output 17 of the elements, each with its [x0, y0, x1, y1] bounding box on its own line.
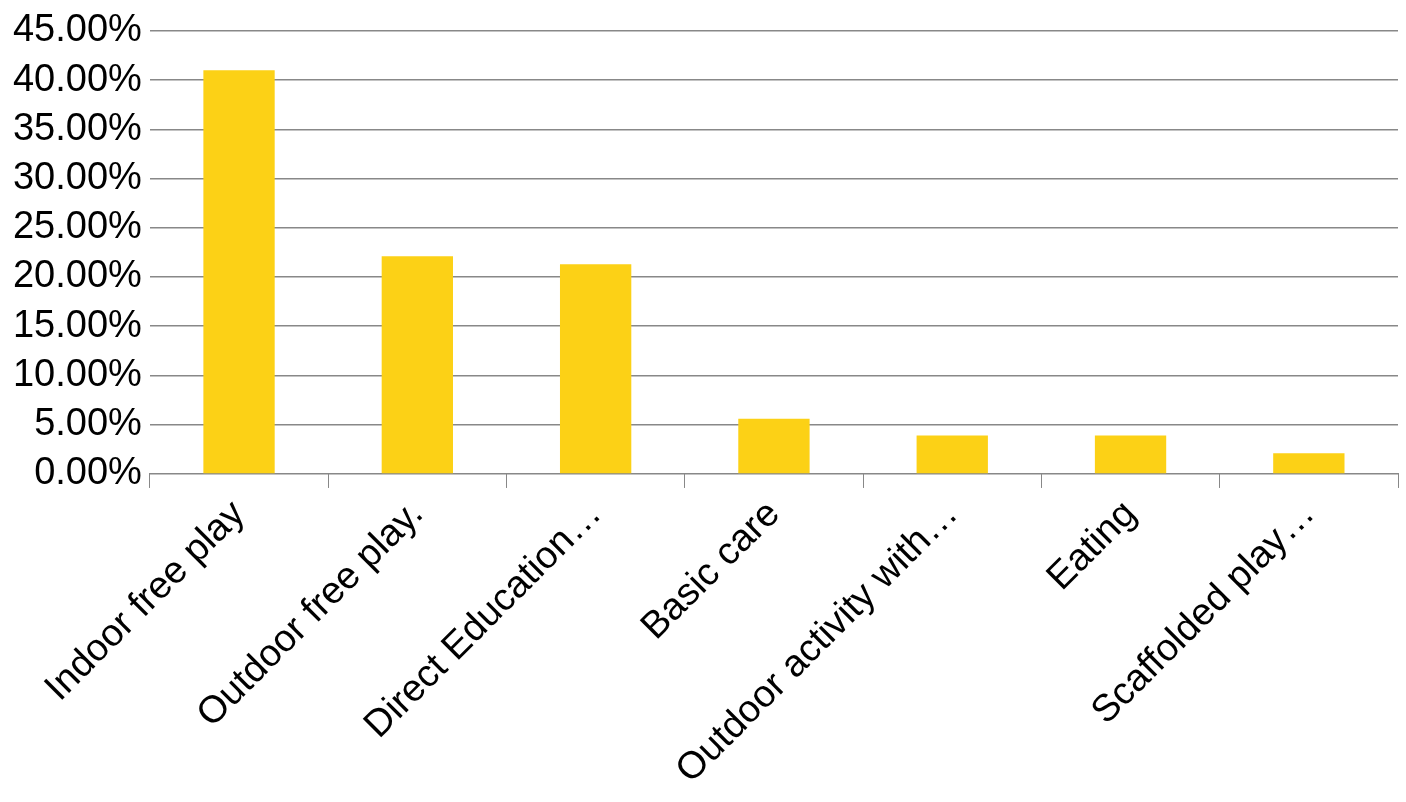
- bar: [1094, 435, 1167, 474]
- y-tick-label: 20.00%: [12, 253, 142, 296]
- bar: [203, 70, 275, 474]
- y-tick-label: 0.00%: [34, 450, 142, 493]
- y-tick-label: 15.00%: [12, 302, 142, 345]
- y-tick-label: 10.00%: [12, 351, 142, 394]
- y-tick-label: 35.00%: [12, 105, 142, 148]
- bar: [381, 256, 453, 474]
- y-tick-label: 5.00%: [34, 401, 142, 444]
- bar: [916, 435, 988, 474]
- bar: [1273, 453, 1345, 474]
- y-tick-label: 30.00%: [12, 155, 142, 198]
- bar: [559, 264, 632, 474]
- bar: [738, 418, 810, 474]
- y-tick-label: 25.00%: [12, 204, 142, 247]
- y-tick-label: 40.00%: [12, 56, 142, 99]
- y-tick-label: 45.00%: [12, 7, 142, 50]
